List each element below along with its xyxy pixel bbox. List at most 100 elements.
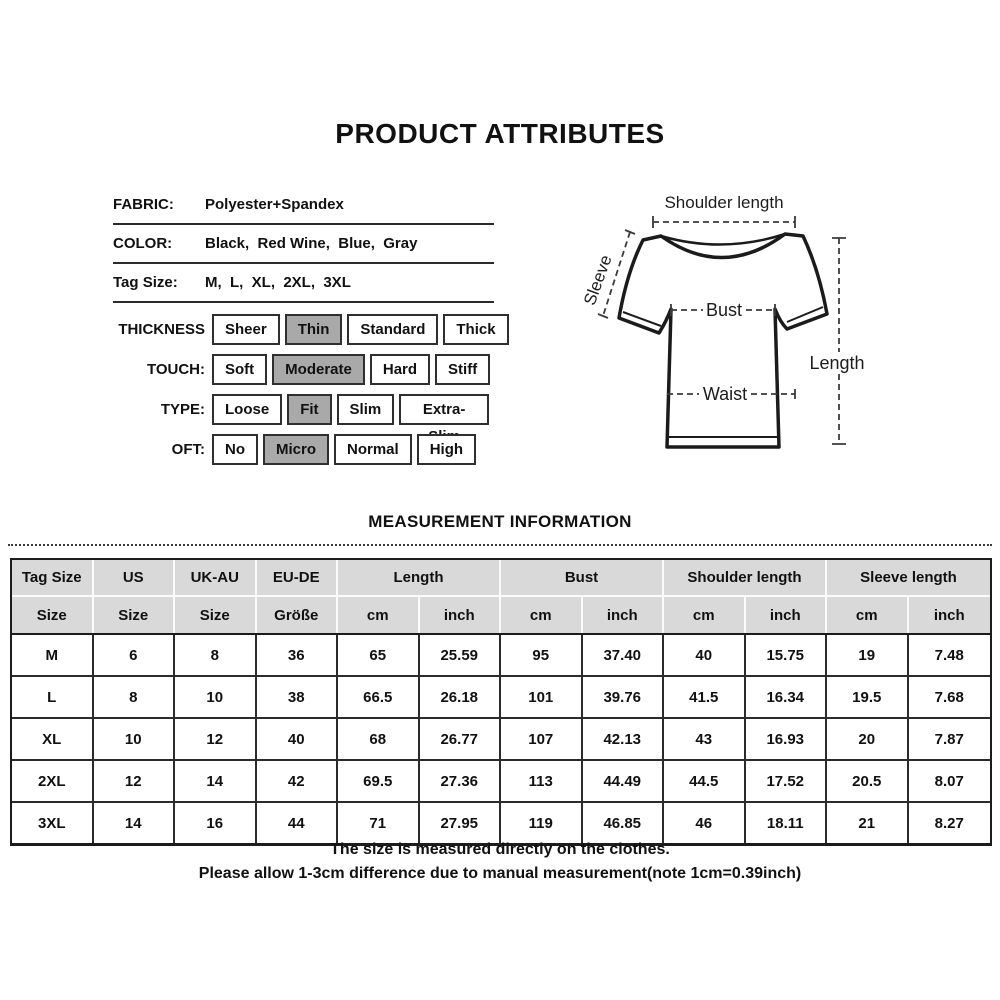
subheader-shoulder-cm: cm [664,597,746,633]
table-row-l: L 8 10 38 66.5 26.18 101 39.76 41.5 16.3… [12,677,990,719]
subheader-length-inch: inch [420,597,501,633]
touch-row: TOUCH: Soft Moderate Hard Stiff [113,349,494,389]
cell: 21 [827,803,909,843]
table-row-2xl: 2XL 12 14 42 69.5 27.36 113 44.49 44.5 1… [12,761,990,803]
fabric-value: Polyester+Spandex [205,196,344,213]
cell: 12 [175,719,257,759]
shoulder-length-label: Shoulder length [664,193,783,212]
header-length: Length [338,560,501,597]
subheader-bust-cm: cm [501,597,583,633]
chip-standard: Standard [347,313,439,345]
cell: 26.18 [419,677,501,717]
cell: 69.5 [338,761,420,801]
cell: L [12,677,94,717]
measurement-table: Tag Size US UK-AU EU-DE Length Bust Shou… [10,558,992,846]
sleeve-label: Sleeve [583,252,616,307]
tag-size-label: Tag Size: [113,274,178,291]
cell: 46.85 [582,803,664,843]
cell: 7.48 [908,635,990,675]
tshirt-back-collar [660,232,786,246]
cell: 44.5 [664,761,746,801]
cell: 44.49 [582,761,664,801]
cell: 19.5 [827,677,909,717]
tag-size-value: M, L, XL, 2XL, 3XL [205,274,351,291]
chip-extra-slim: Extra-Slim [399,393,489,445]
cell: 42 [256,761,338,801]
chip-sheer: Sheer [212,313,280,345]
cell: 2XL [12,761,94,801]
cell: 12 [93,761,175,801]
header-us: US [93,560,175,597]
dotted-divider [8,544,992,546]
bust-label: Bust [706,300,742,320]
tshirt-right-cuff-line [786,306,824,323]
sleeve-measure-line [602,231,631,317]
chip-thin-selected: Thin [284,313,343,345]
chip-fit-selected: Fit [287,393,332,425]
cell: 16.34 [745,677,827,717]
cell: 43 [664,719,746,759]
oft-label: OFT: [171,440,205,458]
attribute-chip-rows: THICKNESS Sheer Thin Standard Thick TOUC… [113,309,509,469]
tag-size-row: Tag Size: M, L, XL, 2XL, 3XL [113,264,494,303]
table-header-group-row: Tag Size US UK-AU EU-DE Length Bust Shou… [12,560,990,597]
cell: 6 [93,635,175,675]
chip-micro-selected: Micro [263,433,330,465]
tshirt-left-cuff-line [622,311,662,327]
header-eu-de: EU-DE [256,560,338,597]
cell: 19 [827,635,909,675]
header-tag-size: Tag Size [12,560,94,597]
cell: 8.07 [908,761,990,801]
cell: 41.5 [664,677,746,717]
header-shoulder-length: Shoulder length [664,560,827,597]
footer-notes: The size is measured directly on the clo… [0,838,1000,886]
cell: 101 [501,677,583,717]
cell: 10 [93,719,175,759]
length-label: Length [809,353,864,373]
cell: 65 [338,635,420,675]
attributes-block: FABRIC: Polyester+Spandex COLOR: Black, … [113,186,509,469]
thickness-row: THICKNESS Sheer Thin Standard Thick [113,309,509,349]
cell: 8 [93,677,175,717]
length-measure-ticks [832,237,846,445]
bust-measure-ticks [670,304,776,316]
cell: 68 [338,719,420,759]
footer-note-1: The size is measured directly on the clo… [330,841,670,858]
subheader-bust-inch: inch [583,597,664,633]
cell: 15.75 [745,635,827,675]
tshirt-diagram: Shoulder length Sleeve Bust Waist Length [580,176,893,476]
header-sleeve-length: Sleeve length [827,560,990,597]
tshirt-outline [617,232,829,449]
cell: 10 [175,677,257,717]
cell: 16 [175,803,257,843]
chip-high: High [416,433,477,465]
cell: 17.52 [745,761,827,801]
cell: 113 [501,761,583,801]
subheader-sleeve-inch: inch [933,606,965,624]
type-row: TYPE: Loose Fit Slim Extra-Slim [113,389,494,445]
cell: 20.5 [827,761,909,801]
subheader-length-cm: cm [338,597,420,633]
cell: 27.95 [419,803,501,843]
sleeve-measure-ticks [597,229,636,319]
table-row-3xl: 3XL 14 16 44 71 27.95 119 46.85 46 18.11… [12,803,990,843]
table-row-m: M 6 8 36 65 25.59 95 37.40 40 15.75 19 7… [12,635,990,677]
subheader-sleeve-cm: cm [827,597,909,633]
cell: 14 [175,761,257,801]
chip-normal: Normal [334,433,412,465]
chip-no: No [212,433,258,465]
header-uk-au: UK-AU [175,560,257,597]
chip-stiff: Stiff [435,353,491,385]
cell: 8.27 [908,803,990,843]
color-label: COLOR: [113,235,173,252]
shoulder-measure-ticks [652,216,796,228]
table-header-unit-row: Size Size Size Größe cm inch cm inch cm … [12,597,990,635]
cell: 8 [175,635,257,675]
cell: 39.76 [582,677,664,717]
subheader-size-1: Size [12,597,94,633]
chip-moderate-selected: Moderate [272,353,365,385]
cell: 40 [256,719,338,759]
subheader-shoulder-inch: inch [746,597,827,633]
chip-soft: Soft [212,353,268,385]
cell: 95 [501,635,583,675]
